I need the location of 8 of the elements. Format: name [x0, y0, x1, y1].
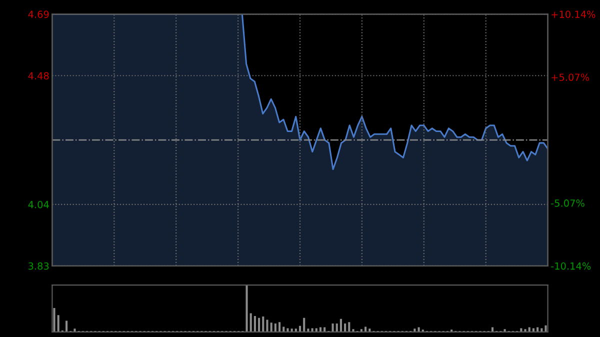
- y-tick-label: 4.48: [28, 72, 49, 80]
- y2-tick-label: -10.14%: [551, 262, 591, 270]
- y-tick-label: 4.69: [28, 10, 49, 18]
- y2-tick-label: +10.14%: [552, 10, 596, 18]
- y2-tick-label: +5.07%: [552, 74, 590, 81]
- y-tick-label: 4.04: [28, 200, 49, 208]
- y2-tick-label: -5.07%: [551, 199, 584, 207]
- y-tick-label: 3.83: [28, 262, 49, 270]
